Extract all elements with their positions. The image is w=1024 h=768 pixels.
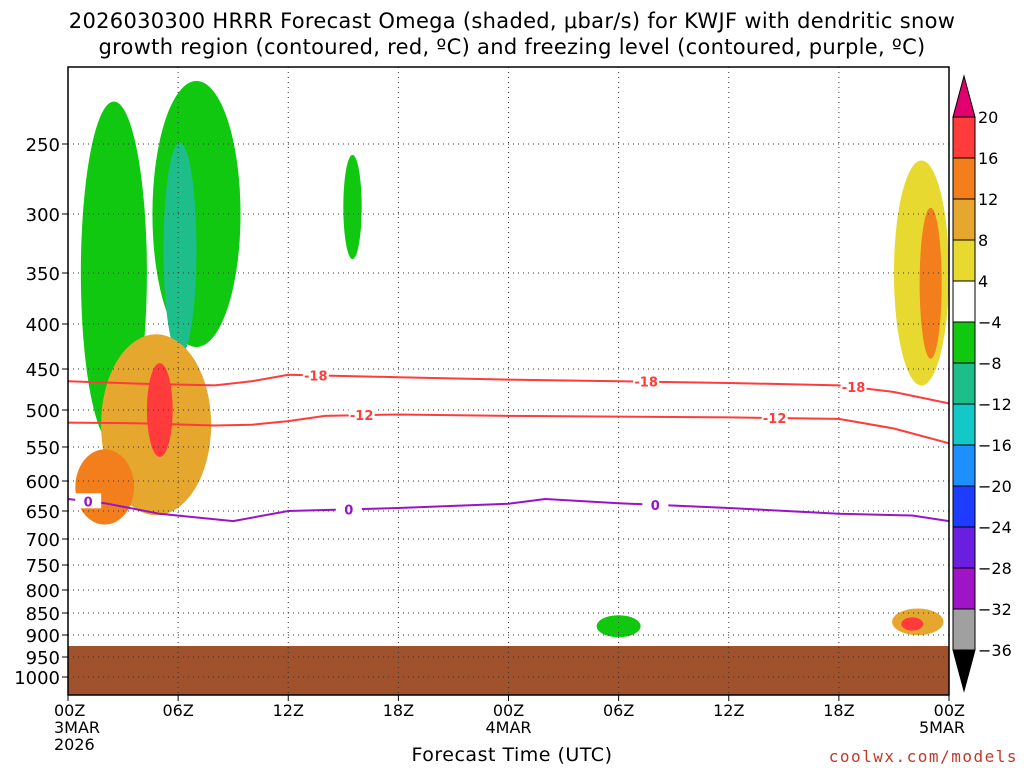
xtick-label-30: 06Z xyxy=(603,701,634,720)
ytick-label-450: 450 xyxy=(26,360,60,381)
ground-fill xyxy=(68,646,949,695)
colorbar-label-10: −24 xyxy=(978,518,1012,537)
ytick-label-350: 350 xyxy=(26,264,60,285)
dgz-minus12-label-bg-0 xyxy=(348,407,375,423)
colorbar-label-4: 4 xyxy=(978,272,988,291)
colorbar-label-9: −20 xyxy=(978,477,1012,496)
colorbar-segment-5 xyxy=(952,280,976,323)
xtick-label-36: 12Z xyxy=(713,701,744,720)
ytick-label-850: 850 xyxy=(26,604,60,625)
ytick-label-400: 400 xyxy=(26,315,60,336)
colorbar-label-1: 16 xyxy=(978,149,998,168)
ytick-label-700: 700 xyxy=(26,530,60,551)
ytick-label-650: 650 xyxy=(26,502,60,523)
dgz-minus18-label-bg-1 xyxy=(633,373,660,389)
colorbar-segment-8 xyxy=(952,403,976,446)
dgz-minus12-line xyxy=(68,413,949,445)
colorbar-segment-7 xyxy=(952,362,976,405)
freezing-level-label-bg-1 xyxy=(335,501,362,517)
omega-region-4 xyxy=(343,154,362,260)
xtick-sub2-0: 2026 xyxy=(54,735,95,754)
ytick-label-950: 950 xyxy=(26,648,60,669)
colorbar-label-2: 12 xyxy=(978,190,998,209)
omega-region-6 xyxy=(146,363,173,457)
colorbar-cap-top xyxy=(952,74,976,118)
colorbar-segment-6 xyxy=(952,321,976,364)
freezing-level-label-bg-0 xyxy=(75,493,102,509)
ytick-label-1000: 1000 xyxy=(14,668,60,689)
omega-colorbar: 20 16 12 8 4 −4 −8 −12 −16 −20 −24 −28 −32 −36 xyxy=(952,74,1012,693)
ytick-label-500: 500 xyxy=(26,401,60,422)
ytick-label-250: 250 xyxy=(26,135,60,156)
omega-region-7 xyxy=(75,449,135,525)
source-credit: coolwx.com/models xyxy=(828,747,1018,766)
ytick-label-550: 550 xyxy=(26,438,60,459)
xtick-sub1-48: 5MAR xyxy=(919,718,965,737)
xtick-sub1-24: 4MAR xyxy=(485,718,531,737)
colorbar-segment-12 xyxy=(952,567,976,610)
colorbar-segment-4 xyxy=(952,239,976,282)
freezing-level-label-2: 0 xyxy=(651,499,660,514)
grid-lines xyxy=(67,67,950,695)
y-axis-tick-labels: 2503003504004505005506006507007508008509… xyxy=(14,135,68,689)
xtick-label-0: 00Z xyxy=(54,701,85,720)
omega-shading xyxy=(75,81,949,638)
xtick-sub1-0: 3MAR xyxy=(54,718,100,737)
xtick-label-42: 18Z xyxy=(823,701,854,720)
colorbar-label-5: −4 xyxy=(978,313,1002,332)
ytick-label-900: 900 xyxy=(26,626,60,647)
ytick-label-300: 300 xyxy=(26,205,60,226)
dgz-minus18-label-bg-2 xyxy=(840,379,867,395)
dgz-minus12-label-1: -12 xyxy=(763,412,787,427)
xtick-label-18: 18Z xyxy=(383,701,414,720)
xtick-label-12: 12Z xyxy=(273,701,304,720)
colorbar-label-12: −32 xyxy=(978,600,1012,619)
colorbar-label-3: 8 xyxy=(978,231,988,250)
xtick-label-6: 06Z xyxy=(162,701,193,720)
ytick-label-750: 750 xyxy=(26,556,60,577)
freezing-level-label-0: 0 xyxy=(84,495,93,510)
colorbar-segment-10 xyxy=(952,485,976,528)
omega-region-10 xyxy=(596,615,641,638)
dgz-minus18-label-bg-0 xyxy=(302,367,329,383)
contour-lines: -18 -18 -18 -12 -12 0 0 0 xyxy=(68,367,949,523)
colorbar-segment-13 xyxy=(952,608,976,651)
freezing-level-label-1: 0 xyxy=(344,503,353,518)
omega-region-12 xyxy=(901,617,924,631)
freezing-level-line xyxy=(68,497,949,523)
chart-title-line-1: 2026030300 HRRR Forecast Omega (shaded, … xyxy=(68,9,956,33)
below-ground-mask xyxy=(68,646,949,695)
dgz-minus12-label-bg-1 xyxy=(761,410,788,426)
colorbar-label-11: −28 xyxy=(978,559,1012,578)
colorbar-segment-1 xyxy=(952,116,976,159)
xtick-label-48: 00Z xyxy=(934,701,965,720)
dgz-minus12-label-0: -12 xyxy=(350,409,374,424)
x-axis-label: Forecast Time (UTC) xyxy=(411,744,613,766)
colorbar-label-0: 20 xyxy=(978,108,998,127)
colorbar-segment-3 xyxy=(952,198,976,241)
xtick-label-24: 00Z xyxy=(493,701,524,720)
colorbar-cap-bottom xyxy=(952,649,976,693)
chart-title-line-2: growth region (contoured, red, ºC) and f… xyxy=(98,35,926,59)
omega-region-9 xyxy=(919,207,942,359)
dgz-minus18-label-1: -18 xyxy=(634,376,658,391)
ytick-label-600: 600 xyxy=(26,472,60,493)
ytick-label-800: 800 xyxy=(26,581,60,602)
colorbar-label-7: −12 xyxy=(978,395,1012,414)
colorbar-label-13: −36 xyxy=(978,641,1012,660)
dgz-minus18-label-0: -18 xyxy=(304,369,328,384)
colorbar-segment-11 xyxy=(952,526,976,569)
colorbar-label-6: −8 xyxy=(978,354,1002,373)
colorbar-label-8: −16 xyxy=(978,436,1012,455)
freezing-level-label-bg-2 xyxy=(642,496,669,512)
omega-region-3 xyxy=(163,142,197,357)
colorbar-segment-9 xyxy=(952,444,976,487)
dgz-minus18-label-2: -18 xyxy=(842,381,866,396)
colorbar-segment-2 xyxy=(952,157,976,200)
